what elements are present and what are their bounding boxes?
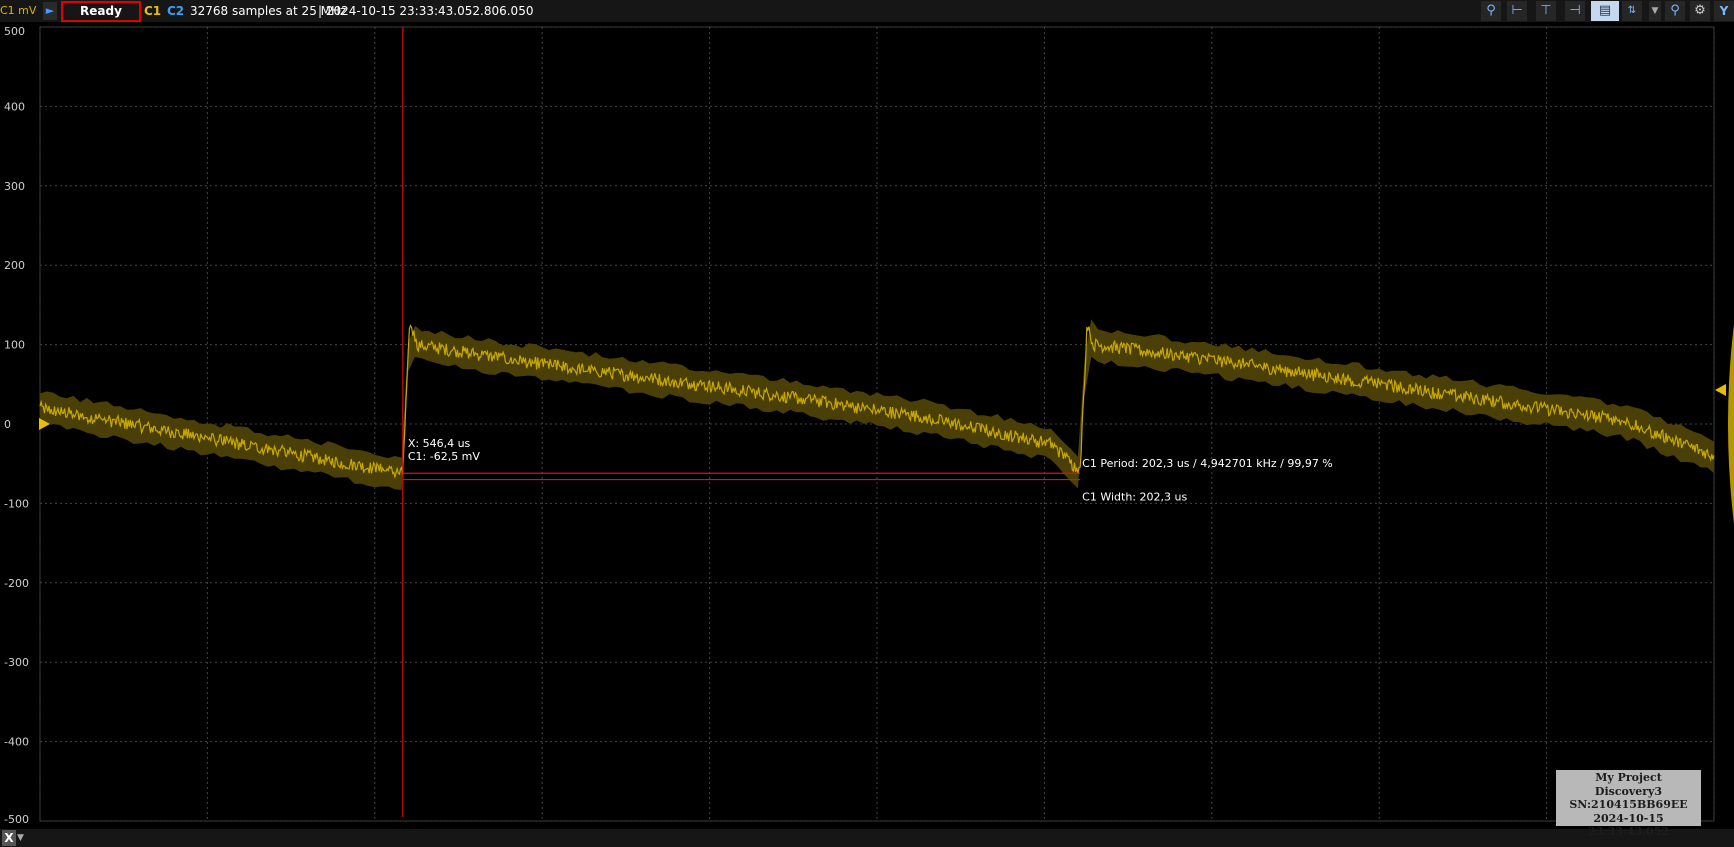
y-tick-label: 400	[4, 100, 25, 113]
trigger-level-marker-right[interactable]	[1715, 384, 1726, 396]
acquisition-info: 32768 samples at 25 MHz	[190, 4, 347, 18]
period-measurement-label: C1 Period: 202,3 us / 4,942701 kHz / 99,…	[1082, 457, 1333, 470]
zoom-vertical-icon[interactable]: ⊤	[1536, 1, 1556, 21]
dropdown-icon[interactable]: ▼	[1649, 1, 1661, 21]
y-tick-label: 300	[4, 180, 25, 193]
device-info-panel: My Project Discovery3 SN:210415BB69EE 20…	[1556, 770, 1701, 838]
cursor-value-readout: C1: -62,5 mV	[408, 450, 481, 463]
y-tick-label: -400	[4, 736, 29, 749]
cursor-x-readout: X: 546,4 us	[408, 437, 471, 450]
y-tick-label: -500	[4, 813, 29, 826]
channel-1-toggle[interactable]: C1	[144, 4, 162, 18]
fit-icon[interactable]: ⇅	[1622, 1, 1642, 21]
x-axis-dropdown-icon[interactable]: ▼	[17, 833, 24, 843]
y-axis-button[interactable]: Y	[1714, 1, 1734, 21]
cursor-icon[interactable]: ⊣	[1565, 1, 1585, 21]
zoom-out-icon[interactable]: ⚲	[1665, 1, 1685, 21]
channel-2-toggle[interactable]: C2	[167, 4, 185, 18]
signal-trace	[39, 324, 1715, 480]
x-axis-bar: X ▼	[0, 829, 1734, 847]
settings-icon[interactable]: ⚙	[1690, 1, 1710, 21]
x-axis-button[interactable]: X	[2, 830, 16, 846]
trigger-level-marker-left[interactable]	[39, 418, 50, 430]
width-measurement-label: C1 Width: 202,3 us	[1082, 491, 1187, 504]
info-timestamp: 2024-10-15 23:33:43.052	[1588, 811, 1669, 839]
measure-icon[interactable]: ▤	[1591, 1, 1619, 21]
run-button[interactable]: ►	[43, 2, 57, 20]
y-tick-label: 500	[4, 25, 25, 38]
y-tick-label: 200	[4, 259, 25, 272]
status-indicator: Ready	[61, 1, 141, 22]
y-tick-label: -200	[4, 577, 29, 590]
envelope-band	[40, 319, 1714, 490]
histogram-edge	[1728, 324, 1734, 524]
project-name: My Project	[1595, 771, 1662, 784]
zoom-in-icon[interactable]: ⚲	[1481, 1, 1501, 21]
y-unit-label: C1 mV	[0, 4, 37, 17]
y-tick-label: -100	[4, 497, 29, 510]
acquisition-timestamp: | 2024-10-15 23:33:43.052.806.050	[318, 4, 534, 18]
measurements: C1 Period: 202,3 us / 4,942701 kHz / 99,…	[402, 457, 1333, 504]
trace-line	[39, 324, 1715, 480]
y-tick-label: 0	[4, 418, 11, 431]
y-tick-label: 100	[4, 339, 25, 352]
markers	[39, 324, 1734, 524]
y-tick-label: -300	[4, 656, 29, 669]
device-name: Discovery3	[1594, 784, 1663, 798]
grid	[39, 26, 1715, 822]
signal-envelope	[40, 319, 1714, 490]
y-axis-labels: 500 400 300 200 100 0 -100 -200 -300 -400 -500	[4, 25, 29, 826]
zoom-horizontal-icon[interactable]: ⊢	[1507, 1, 1527, 21]
toolbar: C1 mV ► Ready C1 C2 32768 samples at 25 …	[0, 0, 1734, 22]
play-icon: ►	[45, 4, 55, 17]
serial-number: SN:210415BB69EE	[1569, 798, 1688, 811]
